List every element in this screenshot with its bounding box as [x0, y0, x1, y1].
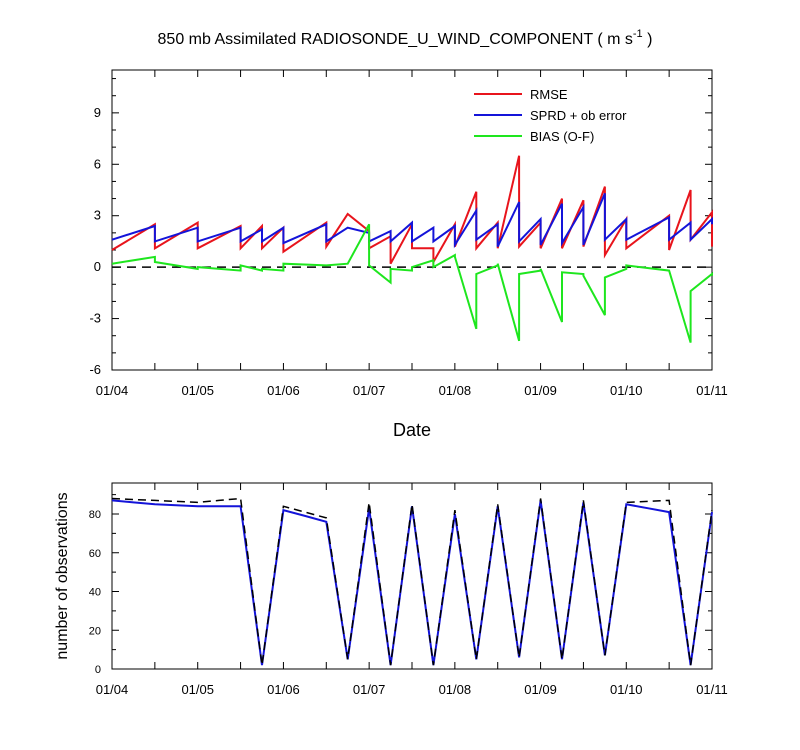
top-y-tick-labels: -6 -3 0 3 6 9 — [89, 105, 101, 377]
x-tick-label: 01/04 — [96, 682, 129, 697]
legend: RMSE SPRD + ob error BIAS (O-F) — [474, 87, 627, 144]
x-tick-label: 01/07 — [353, 682, 386, 697]
bottom-y-axis-label: number of observations — [54, 492, 71, 659]
bottom-y-tick-labels: 0 20 40 60 80 — [89, 509, 101, 676]
x-tick-label: 01/05 — [181, 383, 214, 398]
bottom-panel: 01/04 01/05 01/06 01/07 01/08 01/09 01/10 01/11… — [54, 482, 728, 697]
top-title-main: 850 mb Assimilated RADIOSONDE_U_WIND_COM… — [158, 31, 633, 48]
y-tick-label: 60 — [89, 548, 101, 560]
x-tick-label: 01/08 — [439, 383, 472, 398]
x-tick-label: 01/10 — [610, 383, 643, 398]
series-line-1 — [111, 155, 713, 266]
x-tick-label: 01/11 — [696, 383, 728, 398]
y-tick-label: -6 — [89, 362, 101, 377]
series-line-1 — [111, 499, 713, 666]
x-tick-label: 01/05 — [181, 682, 214, 697]
bottom-tick-marks — [111, 483, 713, 670]
series-line-3 — [111, 223, 713, 343]
y-tick-label: -3 — [89, 311, 101, 326]
y-tick-label: 0 — [95, 664, 101, 676]
y-tick-label: 20 — [89, 625, 101, 637]
x-tick-label: 01/09 — [524, 682, 557, 697]
legend-label-1: RMSE — [530, 87, 568, 102]
y-tick-label: 3 — [94, 208, 101, 223]
top-title-close: ) — [643, 31, 653, 48]
x-tick-label: 01/04 — [96, 383, 129, 398]
x-tick-label: 01/11 — [696, 682, 728, 697]
top-series-lines — [111, 155, 713, 343]
x-tick-label: 01/06 — [267, 383, 300, 398]
top-x-tick-labels: 01/04 01/05 01/06 01/07 01/08 01/09 01/10 01/11 — [96, 383, 728, 398]
x-tick-label: 01/10 — [610, 682, 643, 697]
x-tick-label: 01/09 — [524, 383, 557, 398]
top-title: 850 mb Assimilated RADIOSONDE_U_WIND_COM… — [158, 28, 653, 48]
bottom-x-tick-labels: 01/04 01/05 01/06 01/07 01/08 01/09 01/10 01/11 — [96, 682, 728, 697]
x-tick-label: 01/06 — [267, 682, 300, 697]
series-line-2 — [111, 497, 713, 666]
top-panel: 850 mb Assimilated RADIOSONDE_U_WIND_COM… — [89, 28, 727, 440]
bottom-series-lines — [111, 497, 713, 666]
x-tick-label: 01/07 — [353, 383, 386, 398]
x-tick-label: 01/08 — [439, 682, 472, 697]
y-tick-label: 40 — [89, 587, 101, 599]
y-tick-label: 6 — [94, 156, 101, 171]
legend-label-3: BIAS (O-F) — [530, 129, 594, 144]
y-tick-label: 9 — [94, 105, 101, 120]
top-title-sup: -1 — [633, 28, 643, 40]
y-tick-label: 0 — [94, 259, 101, 274]
series-line-2 — [111, 193, 713, 249]
y-tick-label: 80 — [89, 509, 101, 521]
legend-label-2: SPRD + ob error — [530, 108, 627, 123]
top-x-axis-label: Date — [393, 420, 431, 440]
